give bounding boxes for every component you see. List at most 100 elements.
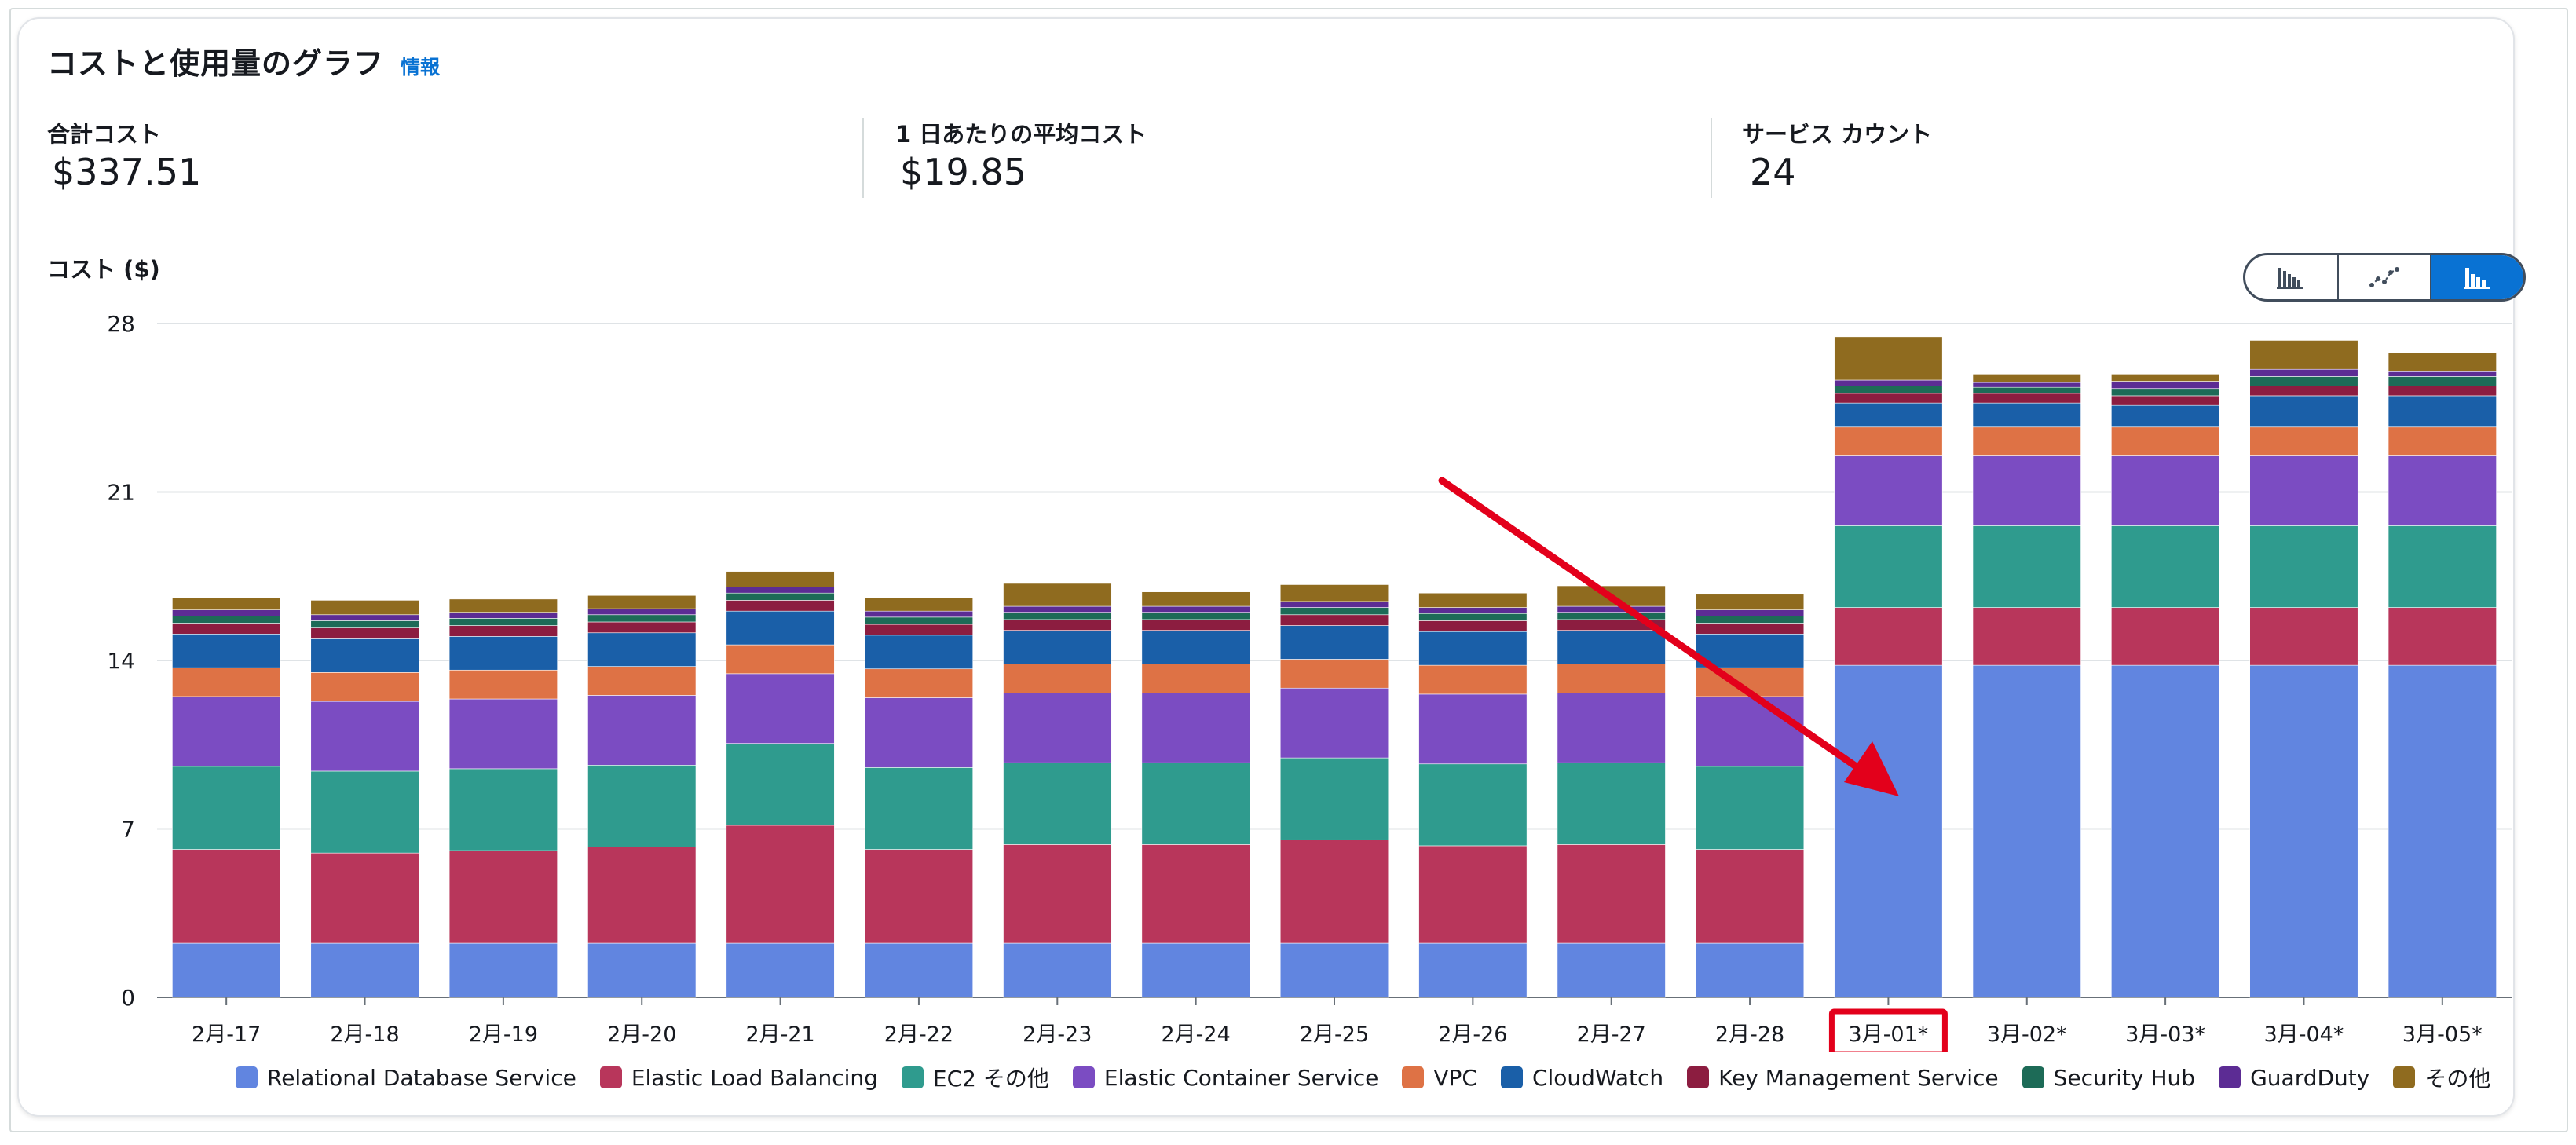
bar-segment bbox=[310, 770, 419, 854]
bar-segment bbox=[587, 942, 697, 998]
bar-segment bbox=[1418, 845, 1528, 944]
bar-segment bbox=[2249, 525, 2358, 608]
stacked-bar-chart: 0 7 14 21 28 2月-17 2月-18 2月-19 2月-20 2月-21 2月-22 2月… bbox=[107, 311, 2512, 1052]
info-link[interactable]: 情報 bbox=[401, 56, 441, 79]
bar-segment bbox=[1418, 607, 1528, 614]
x-tick-label: 2月-21 bbox=[745, 1022, 814, 1047]
bar-segment bbox=[1279, 614, 1389, 626]
bar-segment bbox=[310, 620, 419, 628]
bar-segment bbox=[2388, 386, 2497, 397]
bar-segment bbox=[1834, 426, 1943, 456]
bar-segment bbox=[2111, 455, 2220, 526]
bar-segment bbox=[1834, 402, 1943, 428]
bar-segment bbox=[1279, 839, 1389, 944]
x-tick-label: 2月-20 bbox=[607, 1022, 676, 1047]
bar-segment bbox=[2249, 368, 2358, 377]
bar-segment bbox=[1972, 374, 2081, 383]
bar-segment bbox=[1834, 664, 1943, 998]
bar-segment bbox=[1279, 584, 1389, 602]
bar-segment bbox=[726, 592, 835, 601]
bar-segment bbox=[1141, 619, 1250, 631]
y-tick-label: 14 bbox=[107, 648, 135, 674]
bar-segment bbox=[1972, 607, 2081, 666]
bar-segment bbox=[1418, 942, 1528, 998]
legend-label: VPC bbox=[1433, 1064, 1477, 1091]
bar-segment bbox=[1972, 386, 2081, 394]
legend-swatch bbox=[2022, 1066, 2044, 1088]
bar-segment bbox=[1695, 849, 1805, 944]
legend-item: Elastic Load Balancing bbox=[599, 1064, 878, 1091]
bar-segment bbox=[2388, 455, 2497, 526]
metric-divider bbox=[1711, 118, 1712, 198]
bar-segment bbox=[448, 768, 558, 851]
bar-segment bbox=[2111, 374, 2220, 382]
bar-segment bbox=[2249, 340, 2358, 370]
y-tick-label: 7 bbox=[121, 817, 135, 843]
legend-label: その他 bbox=[2424, 1066, 2491, 1092]
bar-segment bbox=[2111, 664, 2220, 998]
bar-segment bbox=[864, 624, 974, 636]
x-tick-label: 3月-05* bbox=[2402, 1022, 2483, 1047]
bar-segment bbox=[1834, 607, 1943, 666]
bar-segment bbox=[1279, 687, 1389, 759]
legend-item: Key Management Service bbox=[1687, 1065, 1999, 1091]
bar-segment bbox=[2249, 386, 2358, 397]
chart-type-toggle bbox=[2243, 253, 2526, 302]
bar-segment bbox=[1418, 613, 1528, 621]
x-tick-label: 2月-22 bbox=[884, 1022, 953, 1047]
bar-segment bbox=[1003, 583, 1112, 607]
bar-segment bbox=[172, 633, 281, 668]
bar-segment bbox=[448, 612, 558, 619]
stacked-bar-chart-button[interactable] bbox=[2431, 255, 2523, 299]
legend-label: CloudWatch bbox=[1531, 1064, 1664, 1091]
bar-chart-button[interactable] bbox=[2245, 255, 2339, 299]
bar-segment bbox=[864, 616, 974, 625]
bar-segment bbox=[587, 632, 697, 667]
legend-label: Elastic Load Balancing bbox=[631, 1064, 878, 1091]
bar-segment bbox=[1279, 942, 1389, 998]
bar-segment bbox=[1003, 844, 1112, 944]
legend-item: Security Hub bbox=[2022, 1065, 2195, 1091]
y-tick-label: 21 bbox=[107, 480, 135, 506]
bar-segment bbox=[1972, 426, 2081, 456]
bar-segment bbox=[864, 767, 974, 850]
bar-segment bbox=[310, 638, 419, 673]
bar-segment bbox=[172, 942, 281, 998]
bar-segment bbox=[1279, 601, 1389, 608]
bar-segment bbox=[172, 667, 281, 697]
bar-segment bbox=[1695, 623, 1805, 635]
bar-segment bbox=[587, 621, 697, 634]
bar-segment bbox=[2111, 426, 2220, 456]
bar-segment bbox=[1557, 942, 1666, 998]
line-chart-button[interactable] bbox=[2339, 255, 2432, 299]
bar-segment bbox=[2111, 404, 2220, 428]
service-count-value: 24 bbox=[1750, 151, 1796, 193]
bar-segment bbox=[2249, 395, 2358, 428]
legend-swatch bbox=[599, 1066, 622, 1088]
total-cost-label: 合計コスト bbox=[47, 121, 162, 148]
bar-segment bbox=[1418, 763, 1528, 847]
bar-segment bbox=[1972, 393, 2081, 404]
legend-swatch bbox=[1687, 1066, 1710, 1088]
bar-segment bbox=[1972, 455, 2081, 526]
bar-segment bbox=[1141, 762, 1250, 845]
x-tick-label: 2月-19 bbox=[469, 1022, 538, 1047]
bar-segment bbox=[1003, 664, 1112, 693]
bar-chart-icon bbox=[2277, 268, 2304, 289]
bar-segment bbox=[448, 598, 558, 613]
bar-segment bbox=[587, 847, 697, 944]
line-chart-icon bbox=[2369, 267, 2399, 287]
bar-segment bbox=[1141, 630, 1250, 664]
bar-segment bbox=[448, 942, 558, 998]
bar-segment bbox=[448, 636, 558, 671]
metric-divider bbox=[862, 118, 864, 198]
bar-segment bbox=[172, 766, 281, 850]
bar-segment bbox=[726, 942, 835, 998]
bar-segment bbox=[864, 610, 974, 618]
bar-segment bbox=[2388, 525, 2497, 608]
annotation-arrow bbox=[1438, 477, 1879, 784]
bar-segment bbox=[1972, 382, 2081, 388]
bar-segment bbox=[1003, 630, 1112, 664]
bar-segment bbox=[1972, 525, 2081, 608]
bar-segment bbox=[310, 852, 419, 944]
